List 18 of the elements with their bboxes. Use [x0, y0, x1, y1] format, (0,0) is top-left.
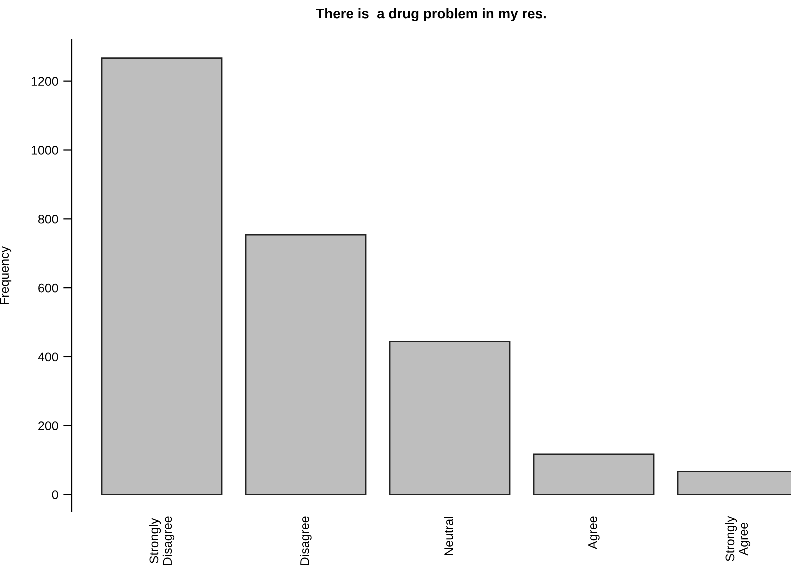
y-tick-label: 400 — [38, 352, 58, 362]
y-axis-title: Frequency — [0, 246, 12, 304]
y-tick-label: 600 — [38, 284, 58, 293]
x-tick-label: Neutral — [444, 517, 454, 556]
y-tick-label: 1000 — [32, 146, 58, 155]
x-tick-label: Strongly Disagree — [149, 516, 175, 566]
bar — [533, 454, 655, 496]
x-tick-label: Disagree — [300, 516, 312, 566]
y-tick-label: 200 — [38, 422, 58, 431]
y-tick-label: 800 — [38, 214, 58, 224]
chart-title: There is a drug problem in my res. — [316, 8, 546, 22]
x-tick-label: Agree — [588, 516, 600, 550]
bar — [389, 341, 511, 496]
y-tick-label: 1200 — [32, 77, 58, 86]
x-tick-label: Strongly Agree — [725, 516, 751, 562]
y-tick-label: 0 — [52, 490, 58, 500]
bar — [245, 234, 367, 496]
bar — [101, 58, 223, 496]
